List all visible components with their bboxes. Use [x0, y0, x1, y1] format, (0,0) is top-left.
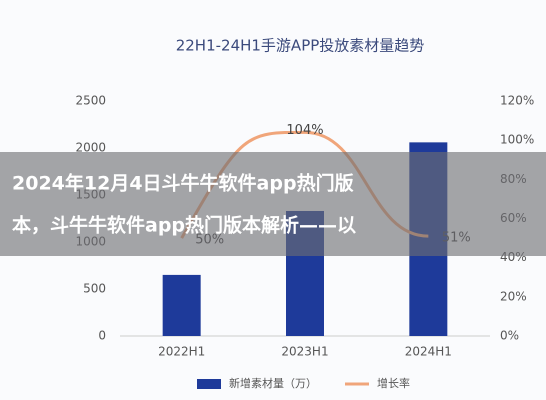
y2-tick-label: 20% — [500, 289, 527, 303]
y-tick-label: 0 — [98, 329, 106, 343]
y-tick-label: 500 — [83, 282, 106, 296]
x-tick-label: 2022H1 — [158, 345, 205, 359]
overlay-text: 本，斗牛牛软件app热门版本解析——以 — [12, 214, 356, 237]
x-tick-label: 2023H1 — [281, 345, 328, 359]
x-tick-label: 2024H1 — [405, 345, 452, 359]
overlay-text: 2024年12月4日斗牛牛软件app热门版 — [12, 172, 354, 195]
y-tick-label: 2000 — [75, 141, 106, 155]
data-label: 104% — [286, 123, 323, 138]
y2-tick-label: 100% — [500, 133, 534, 147]
legend-swatch — [197, 379, 221, 389]
chart-title: 22H1-24H1手游APP投放素材量趋势 — [176, 37, 425, 55]
overlay-banner — [0, 152, 546, 256]
legend-label: 新增素材量（万） — [229, 376, 317, 390]
bar — [162, 274, 201, 336]
y2-tick-label: 0% — [500, 329, 519, 343]
y-tick-label: 2500 — [75, 94, 106, 108]
y2-tick-label: 120% — [500, 94, 534, 108]
legend-label: 增长率 — [377, 376, 410, 390]
